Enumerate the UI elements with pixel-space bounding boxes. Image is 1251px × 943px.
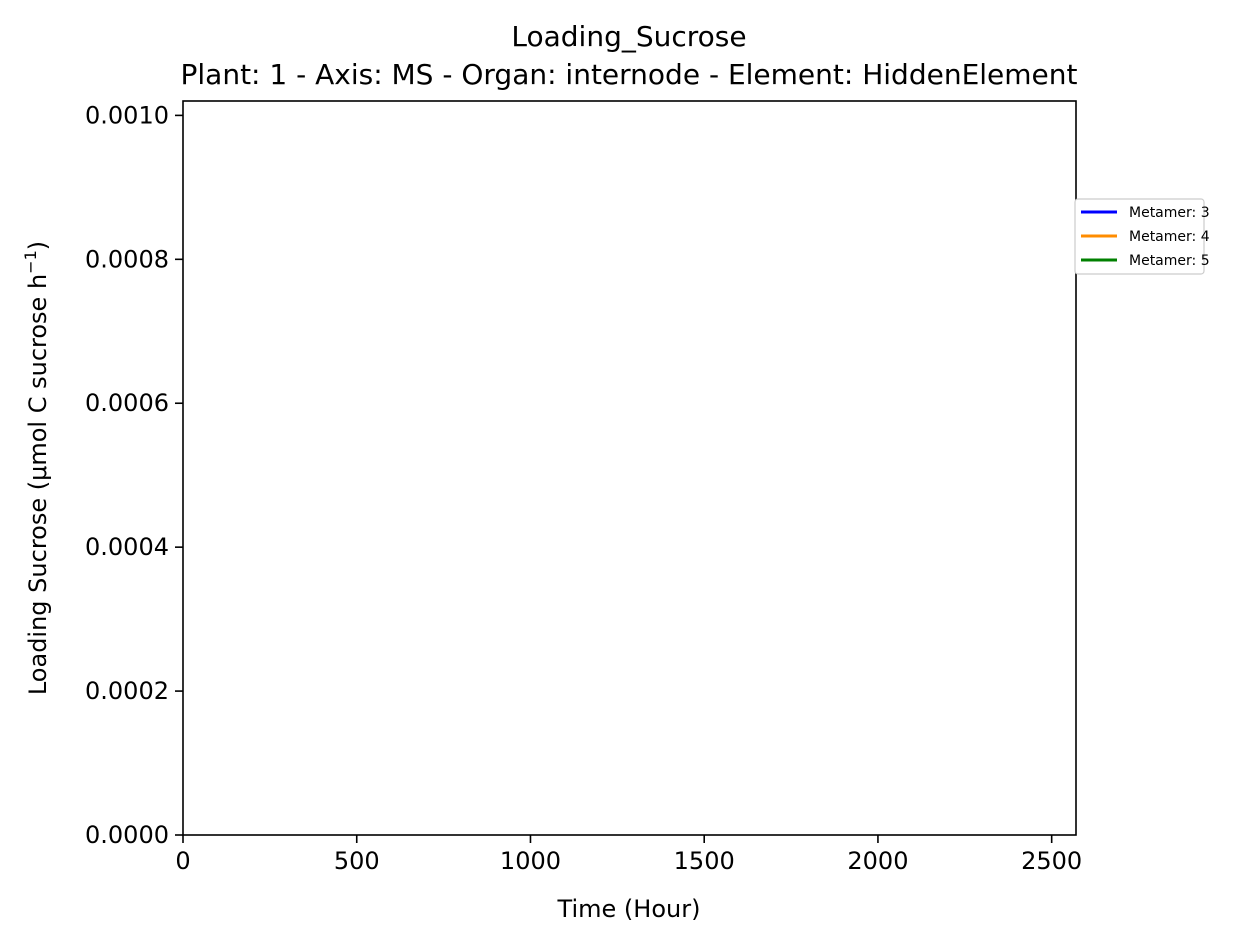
y-tick-label: 0.0010 [85,101,169,129]
y-axis-ticks: 0.0000 0.0002 0.0004 0.0006 0.0008 0.0010 [85,101,183,849]
legend-label: Metamer: 5 [1129,253,1210,269]
chart-title: Loading_Sucrose [511,20,746,53]
y-axis-label: Loading Sucrose (μmol C sucrose h−1) [21,241,52,695]
x-tick-label: 500 [334,847,380,875]
y-tick-label: 0.0006 [85,389,169,417]
y-tick-label: 0.0004 [85,533,169,561]
y-tick-label: 0.0008 [85,245,169,273]
x-tick-label: 1500 [674,847,735,875]
y-axis-label-main: Loading Sucrose (μmol C sucrose h [24,274,52,695]
legend-frame [1074,198,1205,275]
legend-label: Metamer: 3 [1129,205,1210,221]
x-tick-label: 2000 [847,847,908,875]
y-tick-label: 0.0000 [85,821,169,849]
x-tick-label: 0 [175,847,190,875]
x-axis-ticks: 0 500 1000 1500 2000 2500 [175,835,1082,875]
y-axis-label-superscript: −1 [21,250,40,274]
y-axis-label-end: ) [24,241,52,250]
x-tick-label: 1000 [500,847,561,875]
legend: Metamer: 3 Metamer: 4 Metamer: 5 [1074,198,1210,275]
legend-label: Metamer: 4 [1129,229,1210,245]
chart-subtitle: Plant: 1 - Axis: MS - Organ: internode -… [181,58,1078,91]
plot-area [182,100,1077,836]
x-axis-label: Time (Hour) [557,895,701,923]
x-tick-label: 2500 [1021,847,1082,875]
y-tick-label: 0.0002 [85,677,169,705]
plot-frame [182,100,1077,836]
